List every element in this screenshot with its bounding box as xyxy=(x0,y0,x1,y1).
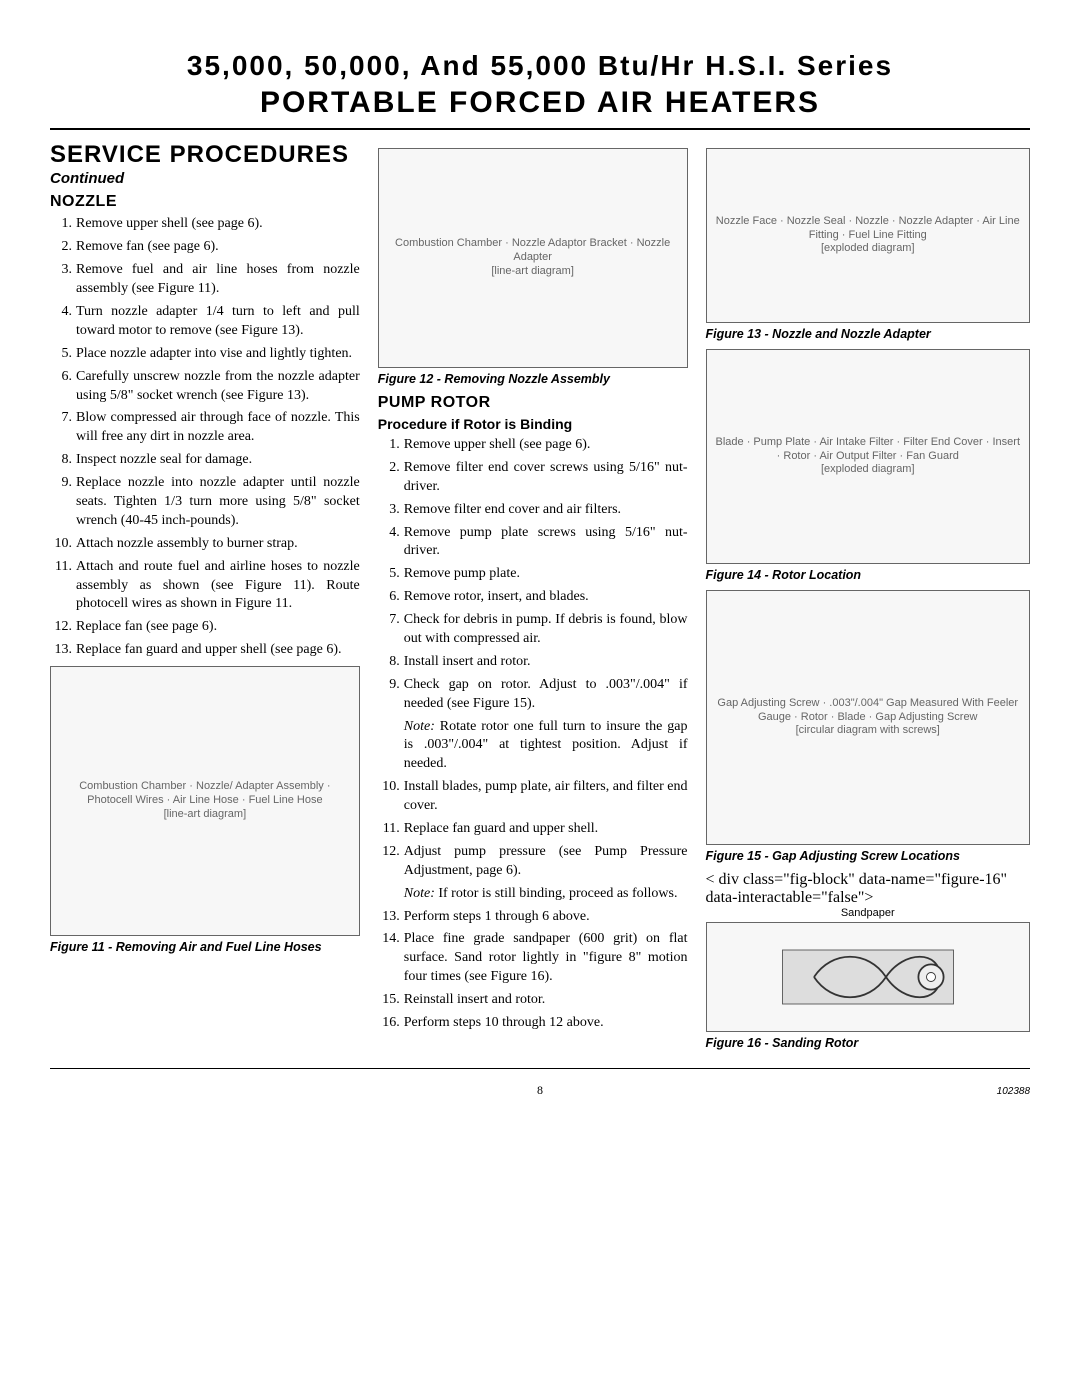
pump-note-1: Note: Rotate rotor one full turn to insu… xyxy=(378,718,688,775)
figure-14: Blade · Pump Plate · Air Intake Filter ·… xyxy=(706,349,1031,582)
nozzle-step: Blow compressed air through face of nozz… xyxy=(50,409,360,447)
column-middle: Combustion Chamber · Nozzle Adaptor Brac… xyxy=(378,142,688,1058)
figure-11-image: Combustion Chamber · Nozzle/ Adapter Ass… xyxy=(50,666,360,936)
footer-rule xyxy=(50,1068,1030,1069)
pump-step: Remove filter end cover and air filters. xyxy=(378,501,688,520)
nozzle-step: Turn nozzle adapter 1/4 turn to left and… xyxy=(50,303,360,341)
nozzle-step: Place nozzle adapter into vise and light… xyxy=(50,345,360,364)
section-heading-service: SERVICE PROCEDURES xyxy=(50,142,360,168)
nozzle-step: Attach nozzle assembly to burner strap. xyxy=(50,535,360,554)
column-right: Nozzle Face · Nozzle Seal · Nozzle · Noz… xyxy=(706,142,1031,1058)
pump-rotor-heading: PUMP ROTOR xyxy=(378,394,688,412)
sanding-rotor-icon xyxy=(778,932,958,1022)
pump-rotor-subheading: Procedure if Rotor is Binding xyxy=(378,416,688,432)
nozzle-heading: NOZZLE xyxy=(50,193,360,211)
figure-15: Gap Adjusting Screw · .003"/.004" Gap Me… xyxy=(706,590,1031,863)
nozzle-step: Attach and route fuel and airline hoses … xyxy=(50,558,360,615)
page-footer: 8 102388 xyxy=(50,1083,1030,1098)
nozzle-step: Replace fan guard and upper shell (see p… xyxy=(50,641,360,660)
figure-12-image: Combustion Chamber · Nozzle Adaptor Brac… xyxy=(378,148,688,368)
column-left: SERVICE PROCEDURES Continued NOZZLE Remo… xyxy=(50,142,360,1058)
pump-step: Check gap on rotor. Adjust to .003"/.004… xyxy=(378,676,688,714)
pump-step: Remove pump plate. xyxy=(378,565,688,584)
figure-14-image: Blade · Pump Plate · Air Intake Filter ·… xyxy=(706,349,1031,564)
pump-steps-b: Install blades, pump plate, air filters,… xyxy=(378,778,688,880)
pump-step: Remove upper shell (see page 6). xyxy=(378,436,688,455)
pump-step: Perform steps 1 through 6 above. xyxy=(378,908,688,927)
pump-step: Remove filter end cover screws using 5/1… xyxy=(378,459,688,497)
figure-15-caption: Figure 15 - Gap Adjusting Screw Location… xyxy=(706,849,1031,863)
pump-step: Install insert and rotor. xyxy=(378,653,688,672)
figure-13-caption: Figure 13 - Nozzle and Nozzle Adapter xyxy=(706,327,1031,341)
header-rule xyxy=(50,128,1030,130)
pump-step: Remove rotor, insert, and blades. xyxy=(378,588,688,607)
figure-14-caption: Figure 14 - Rotor Location xyxy=(706,568,1031,582)
nozzle-step: Remove upper shell (see page 6). xyxy=(50,215,360,234)
nozzle-steps: Remove upper shell (see page 6). Remove … xyxy=(50,215,360,660)
nozzle-step: Carefully unscrew nozzle from the nozzle… xyxy=(50,368,360,406)
pump-step: Check for debris in pump. If debris is f… xyxy=(378,611,688,649)
nozzle-step: Remove fan (see page 6). xyxy=(50,238,360,257)
page-title: 35,000, 50,000, And 55,000 Btu/Hr H.S.I.… xyxy=(50,50,1030,82)
pump-step: Replace fan guard and upper shell. xyxy=(378,820,688,839)
figure-13: Nozzle Face · Nozzle Seal · Nozzle · Noz… xyxy=(706,148,1031,341)
figure-11: Combustion Chamber · Nozzle/ Adapter Ass… xyxy=(50,666,360,954)
continued-label: Continued xyxy=(50,170,360,187)
pump-steps: Remove upper shell (see page 6). Remove … xyxy=(378,436,688,714)
nozzle-step: Remove fuel and air line hoses from nozz… xyxy=(50,261,360,299)
pump-step: Install blades, pump plate, air filters,… xyxy=(378,778,688,816)
pump-note-2: Note: If rotor is still binding, proceed… xyxy=(378,885,688,904)
pump-step: Place fine grade sandpaper (600 grit) on… xyxy=(378,930,688,987)
pump-step: Reinstall insert and rotor. xyxy=(378,991,688,1010)
figure-16-image xyxy=(706,922,1031,1032)
pump-steps-c: Perform steps 1 through 6 above. Place f… xyxy=(378,908,688,1033)
nozzle-step: Replace fan (see page 6). xyxy=(50,618,360,637)
pump-step: Remove pump plate screws using 5/16" nut… xyxy=(378,524,688,562)
content-columns: SERVICE PROCEDURES Continued NOZZLE Remo… xyxy=(50,142,1030,1058)
nozzle-step: Inspect nozzle seal for damage. xyxy=(50,451,360,470)
figure-12-caption: Figure 12 - Removing Nozzle Assembly xyxy=(378,372,688,386)
pump-step: Adjust pump pressure (see Pump Pressure … xyxy=(378,843,688,881)
page-number: 8 xyxy=(377,1083,704,1098)
figure-11-caption: Figure 11 - Removing Air and Fuel Line H… xyxy=(50,940,360,954)
figure-16-top-label: Sandpaper xyxy=(706,907,1031,920)
figure-12: Combustion Chamber · Nozzle Adaptor Brac… xyxy=(378,148,688,386)
figure-13-image: Nozzle Face · Nozzle Seal · Nozzle · Noz… xyxy=(706,148,1031,323)
figure-16-caption: Figure 16 - Sanding Rotor xyxy=(706,1036,1031,1050)
figure-15-image: Gap Adjusting Screw · .003"/.004" Gap Me… xyxy=(706,590,1031,845)
doc-number: 102388 xyxy=(997,1086,1030,1097)
page-subtitle: PORTABLE FORCED AIR HEATERS xyxy=(50,86,1030,120)
pump-step: Perform steps 10 through 12 above. xyxy=(378,1014,688,1033)
nozzle-step: Replace nozzle into nozzle adapter until… xyxy=(50,474,360,531)
